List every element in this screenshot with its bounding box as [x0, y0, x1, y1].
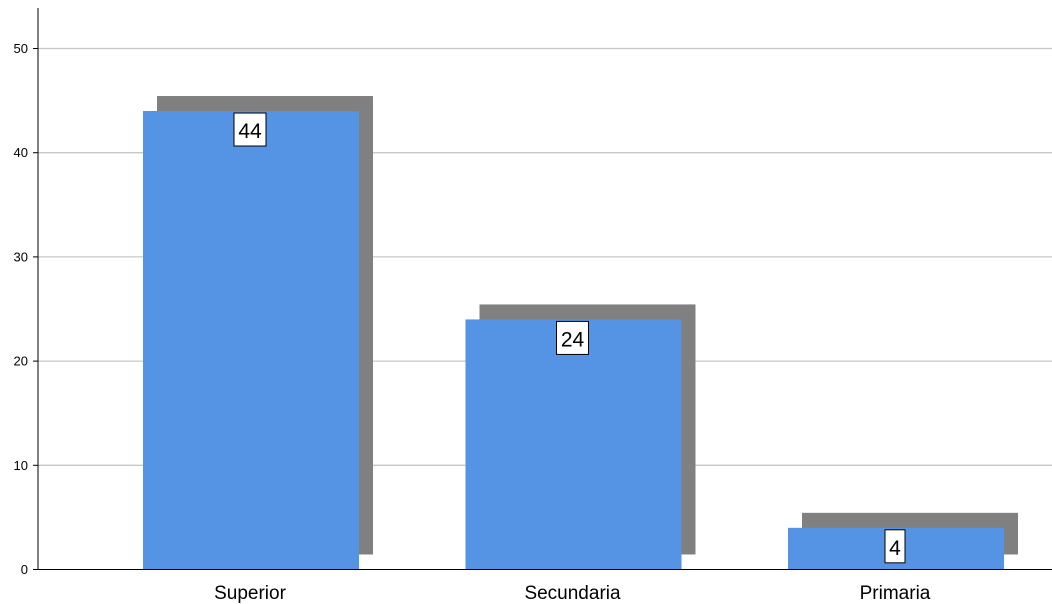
- data-label-box: [884, 529, 906, 564]
- y-tick-label: 40: [14, 145, 28, 160]
- y-tick-label: 50: [14, 41, 28, 56]
- data-label-box: [233, 112, 267, 147]
- x-tick-label: Primaria: [860, 583, 931, 604]
- y-tick-label: 20: [14, 354, 28, 369]
- x-tick-label: Secundaria: [524, 583, 621, 604]
- y-tick-label: 10: [14, 458, 28, 473]
- x-tick-label: Superior: [214, 583, 286, 604]
- data-labels: 44 24 4: [233, 112, 906, 564]
- data-label-box: [556, 320, 589, 355]
- axes: 0 10 20 30 40 50 Superior Secundaria Primaria: [14, 8, 1052, 604]
- data-label: 4: [889, 537, 901, 560]
- y-tick-label: 30: [14, 249, 28, 264]
- data-label: 24: [561, 328, 585, 351]
- bar: [143, 111, 359, 570]
- data-label: 44: [238, 120, 262, 143]
- bar: [465, 319, 682, 570]
- y-tick-label: 0: [21, 562, 28, 577]
- bars: [143, 96, 1018, 570]
